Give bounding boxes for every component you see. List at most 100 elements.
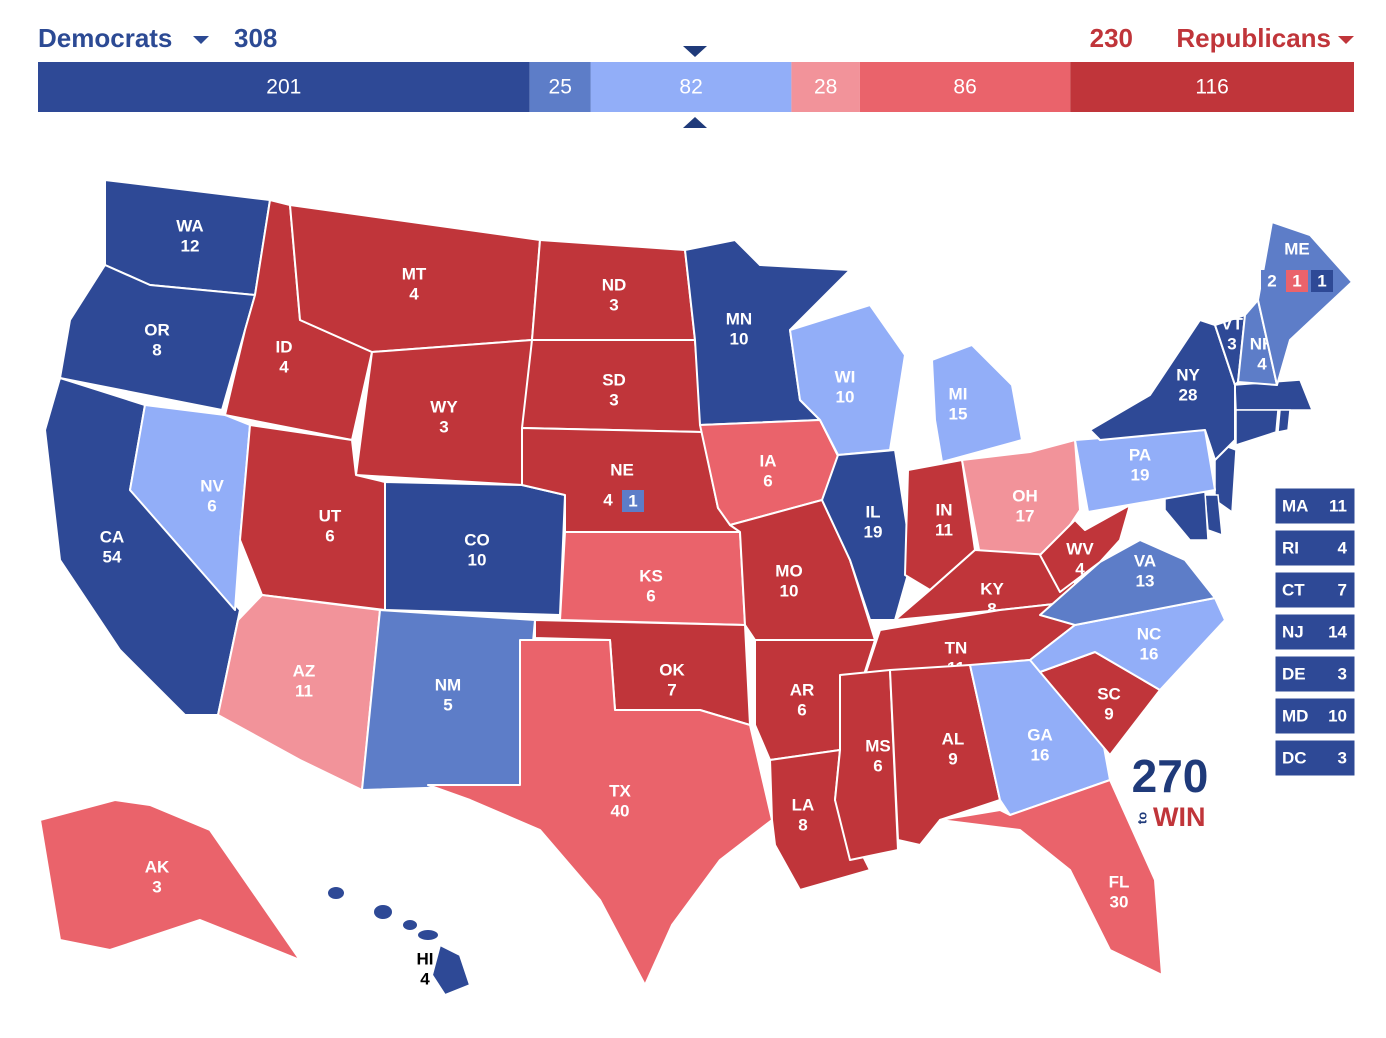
state-abbr: OK	[659, 660, 685, 679]
small-state-box[interactable]	[1274, 529, 1356, 567]
midpoint-marker	[683, 46, 707, 57]
state-abbr: LA	[792, 795, 815, 814]
bar-value: 82	[679, 76, 702, 99]
small-state-box[interactable]	[1274, 613, 1356, 651]
state-abbr: WA	[176, 216, 203, 235]
bar-segment[interactable]	[38, 62, 530, 112]
state-ev: 9	[1104, 704, 1113, 723]
state-ev: 3	[609, 390, 618, 409]
island	[403, 920, 417, 930]
bar-segment[interactable]	[859, 62, 1071, 112]
state-ev: 4	[1257, 354, 1267, 373]
state-ev: 54	[103, 547, 122, 566]
state-shape[interactable]	[821, 449, 913, 621]
district-box[interactable]	[1311, 270, 1333, 292]
bar-segment[interactable]	[590, 62, 792, 112]
state-abbr: IA	[760, 451, 777, 470]
state-shape[interactable]	[1277, 409, 1291, 433]
bar-value: 116	[1195, 76, 1228, 99]
state-ev: 7	[667, 680, 676, 699]
state-ev: 16	[1031, 745, 1050, 764]
state-ev: 17	[1016, 506, 1035, 525]
state-ev: 8	[987, 599, 996, 618]
small-state-abbr: MA	[1282, 496, 1308, 515]
state-shape[interactable]	[431, 944, 471, 996]
bar-segment[interactable]	[1070, 62, 1354, 112]
state-ev: 8	[798, 815, 807, 834]
state-shape[interactable]	[834, 669, 899, 861]
state-ev: 12	[181, 236, 200, 255]
state-shape[interactable]	[59, 264, 256, 411]
state-ev: 3	[152, 877, 161, 896]
state-shape[interactable]	[1257, 221, 1353, 386]
district-box[interactable]	[1286, 270, 1308, 292]
state-ev: 3	[439, 417, 448, 436]
state-abbr: SD	[602, 370, 626, 389]
state-abbr: NC	[1137, 624, 1162, 643]
state-ev: 6	[325, 526, 334, 545]
logo-mid: to	[1134, 812, 1149, 824]
bar-value: 25	[549, 76, 572, 99]
small-state-box[interactable]	[1274, 697, 1356, 735]
dem-label[interactable]: Democrats	[38, 23, 172, 53]
dropdown-arrow[interactable]	[1338, 36, 1354, 44]
state-abbr: AK	[145, 857, 170, 876]
state-shape[interactable]	[939, 779, 1163, 976]
small-state-box[interactable]	[1274, 487, 1356, 525]
state-abbr: CA	[100, 527, 125, 546]
state-abbr: ME	[1284, 239, 1310, 258]
state-abbr: ID	[276, 337, 293, 356]
state-abbr: NY	[1176, 365, 1200, 384]
district-ev: 1	[628, 491, 637, 510]
small-state-box[interactable]	[1274, 739, 1356, 777]
state-ev: 15	[949, 404, 968, 423]
state-ev: 19	[1131, 465, 1150, 484]
state-abbr: GA	[1027, 725, 1053, 744]
bar-segment[interactable]	[791, 62, 860, 112]
dropdown-arrow[interactable]	[193, 36, 209, 44]
state-abbr: WI	[835, 367, 856, 386]
small-state-ev: 7	[1338, 580, 1347, 599]
small-state-ev: 14	[1328, 622, 1347, 641]
bar-value: 201	[266, 76, 301, 99]
state-shape[interactable]	[1039, 504, 1131, 593]
bar-segment[interactable]	[529, 62, 591, 112]
rep-total: 230	[1090, 23, 1133, 53]
state-ev: 11	[935, 520, 953, 539]
midpoint-marker	[683, 117, 707, 128]
small-state-ev: 3	[1338, 664, 1347, 683]
state-abbr: VA	[1134, 551, 1156, 570]
bar-value: 28	[814, 76, 837, 99]
state-abbr: TX	[609, 781, 631, 800]
state-abbr: WV	[1066, 539, 1094, 558]
state-ev: 6	[797, 700, 806, 719]
state-shape[interactable]	[1089, 319, 1236, 461]
state-abbr: WY	[430, 397, 458, 416]
state-ev: 10	[836, 387, 855, 406]
state-shape[interactable]	[1235, 409, 1279, 447]
state-ev: 5	[443, 695, 452, 714]
state-ev: 4	[603, 490, 613, 509]
state-ev: 10	[468, 550, 487, 569]
district-box[interactable]	[1261, 270, 1283, 292]
rep-label[interactable]: Republicans	[1176, 23, 1331, 53]
state-shape[interactable]	[931, 344, 1023, 463]
state-abbr: NM	[435, 675, 461, 694]
state-ev: 4	[409, 284, 419, 303]
state-shape[interactable]	[39, 799, 301, 961]
island	[328, 887, 344, 899]
state-abbr: FL	[1109, 872, 1130, 891]
state-ev: 9	[948, 749, 957, 768]
small-state-ev: 4	[1338, 538, 1348, 557]
state-shape[interactable]	[384, 481, 566, 616]
state-shape[interactable]	[1164, 491, 1209, 541]
district-ev: 2	[1267, 271, 1276, 290]
small-state-box[interactable]	[1274, 655, 1356, 693]
small-state-abbr: CT	[1282, 580, 1305, 599]
small-state-box[interactable]	[1274, 571, 1356, 609]
district-box[interactable]	[622, 490, 644, 512]
state-ev: 6	[763, 471, 772, 490]
state-abbr: IN	[936, 500, 953, 519]
state-shape[interactable]	[427, 639, 773, 986]
